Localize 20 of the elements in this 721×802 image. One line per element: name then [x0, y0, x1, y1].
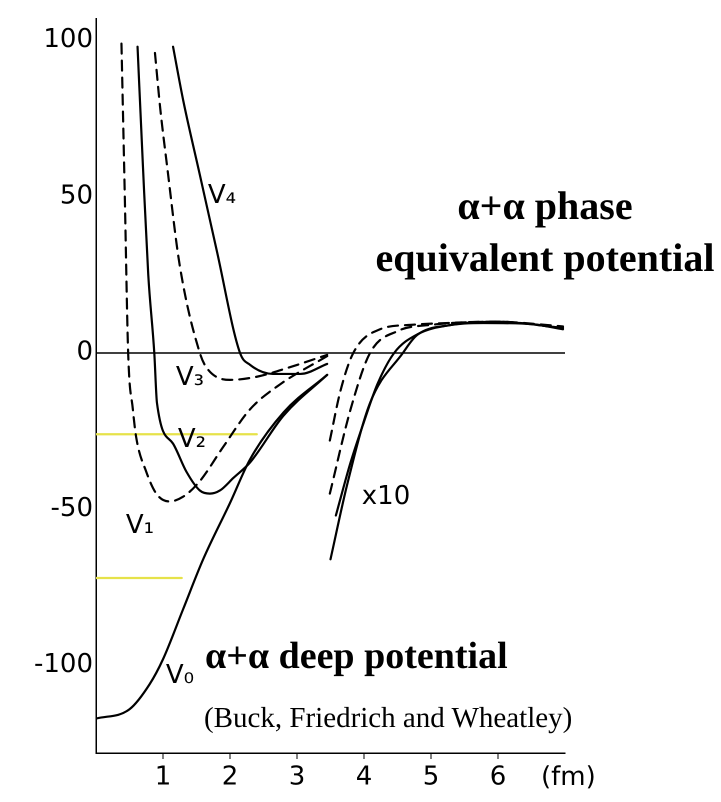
series-label: V₁: [126, 510, 154, 540]
y-tick-label: 100: [43, 24, 93, 54]
y-tick-label: -50: [50, 492, 93, 523]
series-label: V₀: [166, 660, 194, 690]
x-tick-label: 3: [288, 761, 306, 792]
annotation: x10: [362, 480, 410, 511]
x-tick-label: 5: [422, 761, 440, 792]
annotation: α+α deep potential: [205, 634, 508, 679]
y-tick-label: 0: [76, 336, 93, 367]
y-tick-label: 50: [60, 180, 93, 210]
series-label: V₄: [208, 180, 236, 210]
x-tick-label: 2: [222, 761, 238, 792]
annotation: (Buck, Friedrich and Wheatley): [204, 701, 572, 736]
annotation: α+α phase equivalent potential: [375, 182, 715, 282]
x-tick-label: 6: [490, 761, 506, 792]
y-tick-label: -100: [34, 649, 93, 680]
series-label: V₃: [176, 362, 204, 392]
x-tick-label: 1: [154, 761, 172, 792]
x-axis-title: (fm): [541, 762, 596, 792]
x-tick-label: 4: [356, 761, 372, 792]
